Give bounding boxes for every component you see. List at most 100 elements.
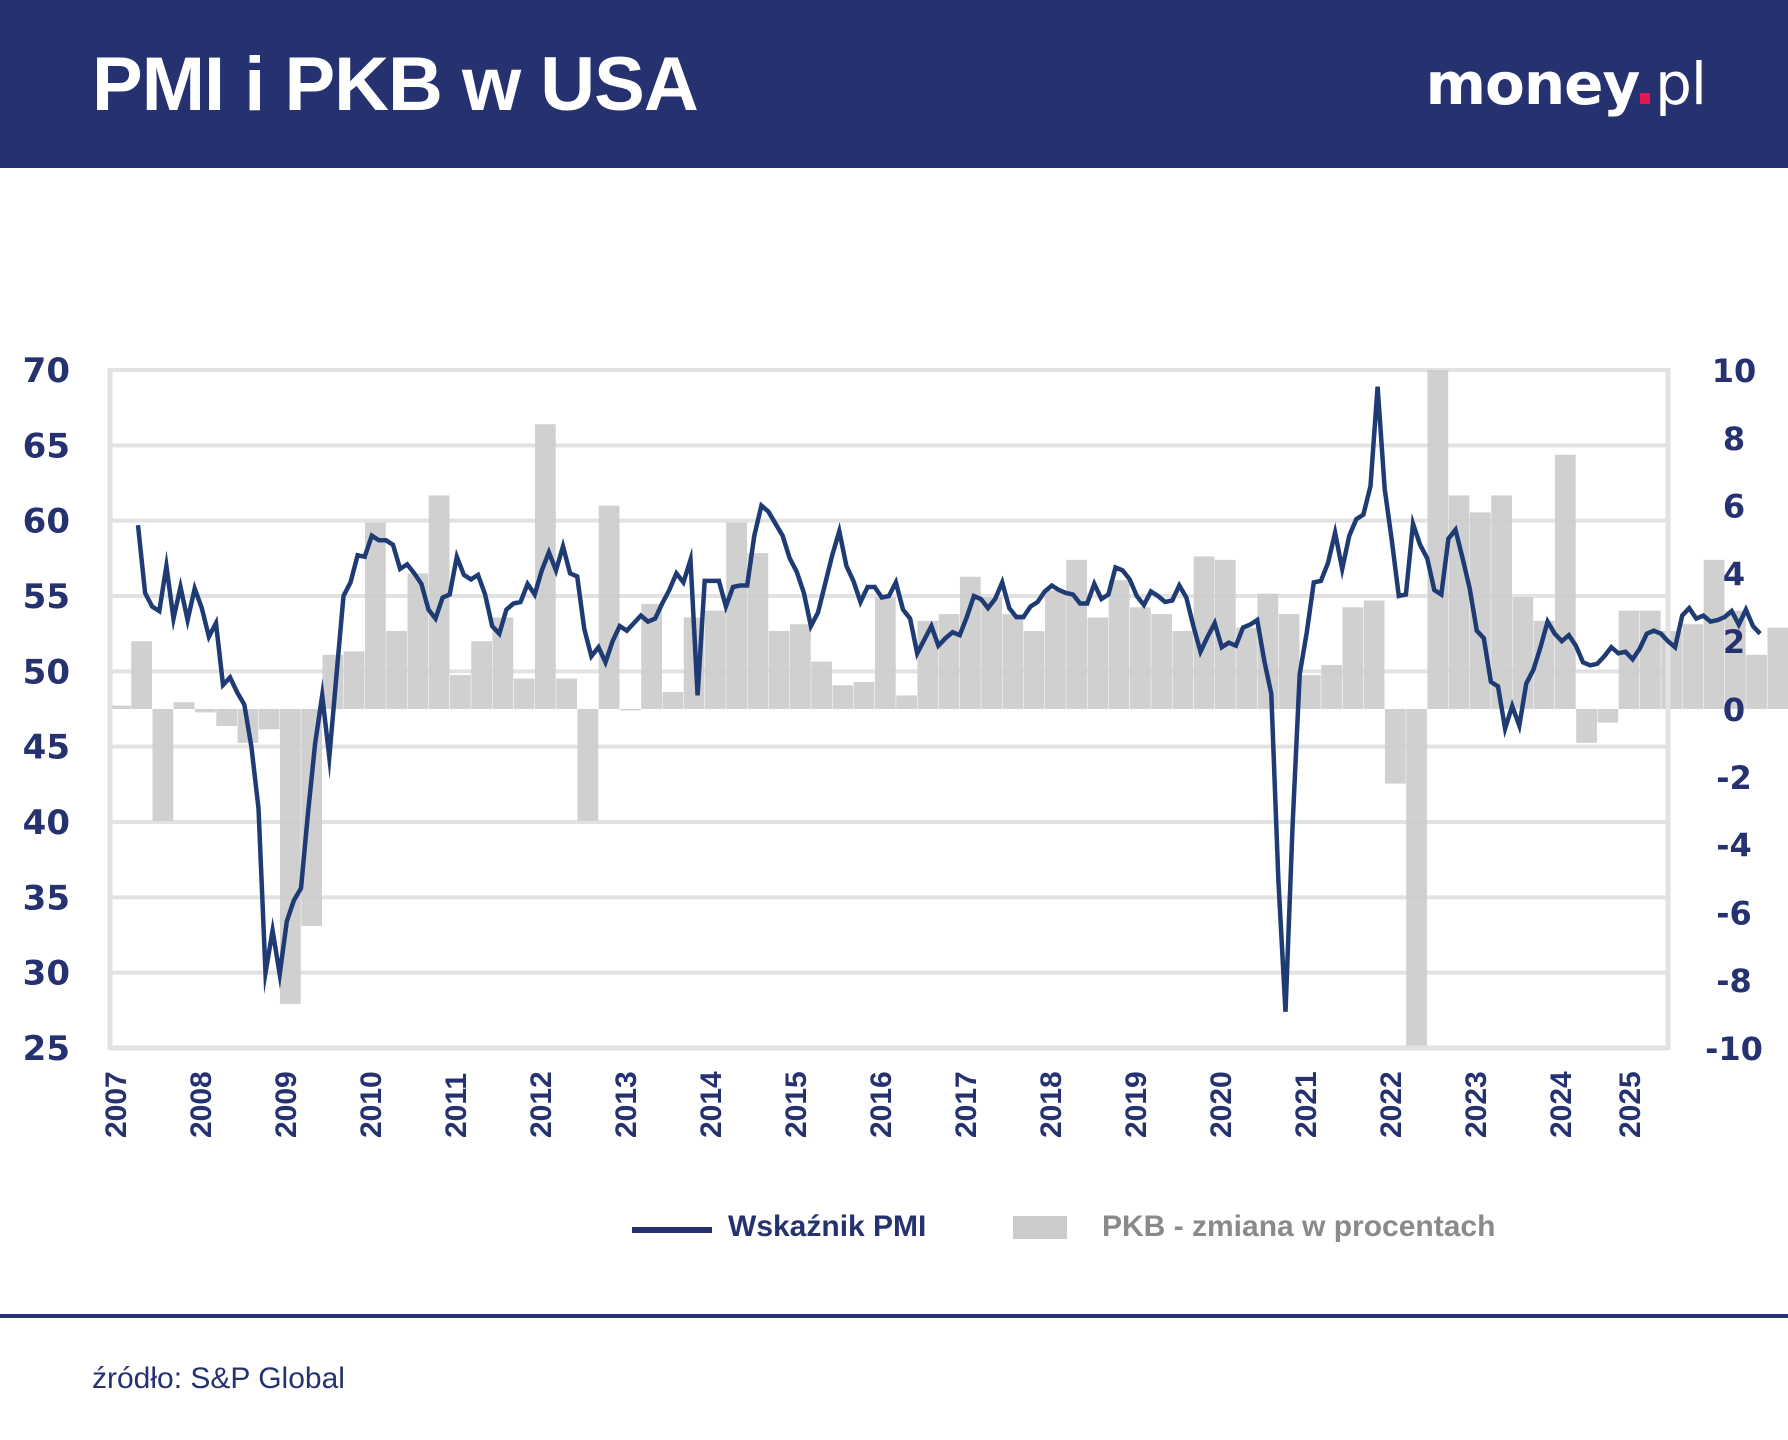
pkb-bar xyxy=(1554,454,1576,709)
pkb-bar xyxy=(811,661,832,709)
pkb-bar xyxy=(152,709,174,821)
pkb-bar xyxy=(641,603,662,709)
pkb-bar xyxy=(1384,709,1406,784)
x-tick-label: 2007 xyxy=(100,1071,133,1138)
pkb-bar xyxy=(1299,675,1321,709)
right-tick-label: 8 xyxy=(1723,420,1745,458)
pkb-bar xyxy=(131,641,152,709)
pkb-bar xyxy=(1278,614,1300,709)
pkb-bar xyxy=(1767,627,1788,709)
pkb-bar xyxy=(874,597,896,709)
pkb-bar xyxy=(1342,607,1364,709)
pkb-bar xyxy=(194,709,216,713)
pkb-bar xyxy=(704,610,726,709)
pkb-bar xyxy=(343,651,365,709)
pkb-bar xyxy=(1193,556,1215,709)
legend-pkb-swatch xyxy=(1013,1216,1067,1239)
pkb-bar xyxy=(471,641,492,709)
pkb-bar xyxy=(1491,495,1512,709)
left-tick-label: 65 xyxy=(23,426,70,466)
right-tick-label: 0 xyxy=(1723,691,1745,729)
pkb-bar xyxy=(726,522,747,709)
left-tick-label: 45 xyxy=(23,728,70,768)
right-tick-label: 10 xyxy=(1712,352,1757,390)
pkb-bar xyxy=(556,678,577,709)
x-tick-label: 2020 xyxy=(1205,1071,1238,1138)
pkb-bar xyxy=(1044,590,1066,709)
pkb-bar xyxy=(1214,559,1236,709)
right-tick-label: 4 xyxy=(1723,555,1745,593)
pkb-bar xyxy=(1002,614,1024,709)
legend-pmi-label: Wskaźnik PMI xyxy=(728,1210,927,1243)
pkb-bar xyxy=(1703,559,1725,709)
pkb-bar xyxy=(1066,559,1087,709)
pkb-bar xyxy=(1172,631,1194,709)
pkb-bar xyxy=(216,709,237,726)
pkb-bar xyxy=(1427,370,1449,709)
pkb-bar xyxy=(1087,617,1109,709)
source-note: źródło: S&P Global xyxy=(92,1362,345,1395)
pkb-bar xyxy=(1724,610,1746,709)
x-tick-label: 2014 xyxy=(695,1071,728,1138)
x-tick-label: 2012 xyxy=(525,1071,558,1138)
money-pl-logo: money.pl xyxy=(1425,44,1707,124)
x-tick-label: 2024 xyxy=(1545,1071,1578,1138)
header-banner: PMI i PKB w USA money.pl xyxy=(0,0,1788,168)
pkb-bar xyxy=(407,573,429,709)
left-tick-label: 70 xyxy=(23,351,70,391)
x-tick-label: 2016 xyxy=(865,1071,898,1138)
pkb-bar xyxy=(1682,624,1704,709)
pkb-bar xyxy=(598,505,620,709)
pkb-bar xyxy=(1406,709,1427,1048)
pkb-bar xyxy=(577,709,599,821)
right-tick-label: -10 xyxy=(1705,1030,1763,1068)
pkb-bar xyxy=(364,522,386,709)
x-tick-label: 2018 xyxy=(1035,1071,1068,1138)
right-tick-label: 6 xyxy=(1723,488,1745,526)
x-tick-label: 2015 xyxy=(780,1071,813,1138)
left-tick-label: 50 xyxy=(23,652,70,692)
x-tick-label: 2011 xyxy=(440,1073,473,1138)
pkb-bar xyxy=(1108,580,1130,709)
pkb-bar xyxy=(513,678,535,709)
pkb-bar xyxy=(1023,631,1045,709)
legend-pkb-label: PKB - zmiana w procentach xyxy=(1102,1210,1496,1243)
left-tick-label: 60 xyxy=(23,502,70,542)
pkb-bar xyxy=(959,576,981,709)
pkb-bar xyxy=(619,709,641,711)
pkb-bar xyxy=(832,685,854,709)
right-tick-label: -2 xyxy=(1716,759,1752,797)
pmi-line xyxy=(135,386,1762,1012)
x-tick-label: 2025 xyxy=(1614,1071,1647,1138)
pkb-bar xyxy=(1533,620,1555,709)
pkb-bar xyxy=(1257,593,1279,709)
pkb-bar xyxy=(938,614,960,709)
pkb-bar xyxy=(662,692,684,709)
right-tick-label: -6 xyxy=(1716,894,1752,932)
x-tick-label: 2023 xyxy=(1460,1071,1493,1138)
pkb-bar xyxy=(981,597,1002,709)
logo-main: money xyxy=(1425,50,1635,118)
left-tick-label: 25 xyxy=(23,1029,70,1069)
pkb-bar xyxy=(1321,664,1342,709)
x-tick-label: 2022 xyxy=(1375,1071,1408,1138)
logo-suffix: pl xyxy=(1655,50,1707,118)
footer-divider xyxy=(0,1314,1788,1318)
x-tick-label: 2010 xyxy=(355,1071,388,1138)
legend-pmi-swatch xyxy=(632,1227,712,1233)
left-tick-label: 35 xyxy=(23,878,70,918)
pkb-bar xyxy=(896,695,917,709)
pkb-bar xyxy=(258,709,280,730)
pkb-bar xyxy=(747,553,769,709)
x-tick-label: 2019 xyxy=(1120,1071,1153,1138)
pkb-bar xyxy=(301,709,322,926)
x-tick-label: 2013 xyxy=(610,1071,643,1138)
x-tick-label: 2017 xyxy=(950,1071,983,1138)
pkb-bar xyxy=(173,702,195,709)
plot-frame xyxy=(107,368,1671,1051)
pkb-bar xyxy=(789,624,811,709)
right-axis-ticks: 10 8 6 4 2 0 -2 -4 -6 -8 -10 xyxy=(1705,352,1763,1068)
pkb-bar xyxy=(1129,607,1151,709)
pkb-bar xyxy=(1363,600,1385,709)
